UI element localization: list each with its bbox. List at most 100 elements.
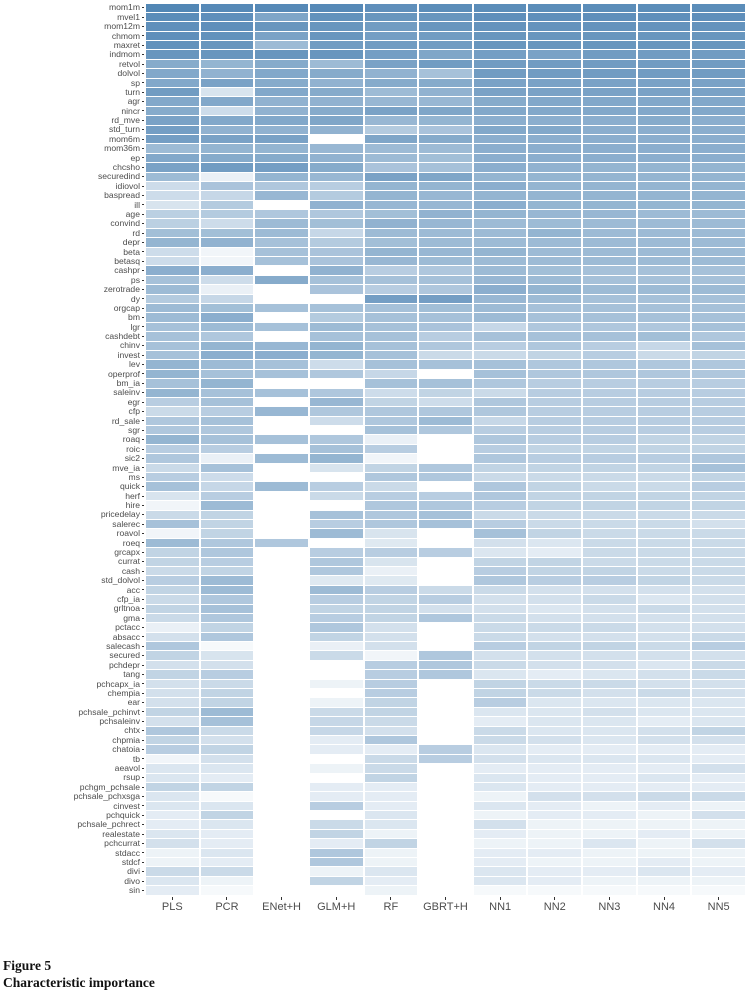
heatmap-cell xyxy=(692,88,745,97)
heatmap-cell xyxy=(364,435,418,444)
heatmap-cell xyxy=(146,266,199,275)
heatmap-cell xyxy=(583,88,636,97)
heatmap-cell xyxy=(583,257,636,266)
heatmap-cell xyxy=(255,585,308,595)
y-axis-tick xyxy=(141,110,144,112)
heatmap-cell xyxy=(419,576,472,585)
row-label: lev xyxy=(0,360,144,369)
heatmap-cell xyxy=(255,735,308,745)
heatmap-cell xyxy=(692,473,745,482)
heatmap-cell xyxy=(146,50,199,59)
row-label-text: chpmia xyxy=(112,734,140,745)
heatmap-cell xyxy=(255,792,308,801)
heatmap-cell xyxy=(583,360,636,369)
y-axis-tick xyxy=(141,514,144,516)
heatmap-cell xyxy=(146,510,199,519)
heatmap-cell xyxy=(419,50,472,59)
heatmap-cell xyxy=(200,163,254,172)
row-label: turn xyxy=(0,88,144,97)
heatmap-cell xyxy=(583,228,636,238)
row-label-text: zerotrade xyxy=(103,284,140,295)
heatmap-cell xyxy=(528,369,582,379)
heatmap-cell xyxy=(255,435,308,444)
y-axis-tick xyxy=(141,82,144,84)
heatmap-cell xyxy=(419,369,472,379)
heatmap-cell xyxy=(364,811,418,820)
heatmap-cell xyxy=(309,50,363,59)
y-axis-tick xyxy=(141,326,144,328)
row-label-text: mom12m xyxy=(104,21,140,32)
heatmap-cell xyxy=(200,134,254,144)
y-axis-tick xyxy=(141,833,144,835)
heatmap-cell xyxy=(146,247,199,257)
row-label: idiovol xyxy=(0,181,144,190)
heatmap-cell xyxy=(473,660,527,670)
y-axis-tick xyxy=(141,251,144,253)
heatmap-cell xyxy=(637,717,691,726)
heatmap-cell xyxy=(255,181,308,191)
heatmap-cell xyxy=(583,266,636,275)
heatmap-cell xyxy=(419,604,472,613)
heatmap-cell xyxy=(146,369,199,379)
row-label: cfp xyxy=(0,407,144,416)
heatmap-cell xyxy=(528,106,582,116)
heatmap-cell xyxy=(200,585,254,595)
heatmap-cell xyxy=(146,444,199,454)
heatmap-cell xyxy=(146,867,199,876)
row-label: rd xyxy=(0,228,144,237)
heatmap-cell xyxy=(473,538,527,548)
y-axis-tick xyxy=(141,683,144,685)
y-axis-tick xyxy=(141,580,144,582)
y-axis-tick xyxy=(141,354,144,356)
heatmap-cell xyxy=(255,97,308,106)
heatmap-cell xyxy=(637,538,691,548)
y-axis-tick xyxy=(141,626,144,628)
heatmap-cell xyxy=(146,811,199,820)
heatmap-cell xyxy=(364,3,418,12)
heatmap-cell xyxy=(473,350,527,360)
row-label: hire xyxy=(0,501,144,510)
heatmap-cell xyxy=(583,163,636,172)
heatmap-cell xyxy=(255,501,308,510)
heatmap-cell xyxy=(637,397,691,407)
x-axis-label: NN4 xyxy=(653,901,676,913)
heatmap-cell xyxy=(146,191,199,200)
heatmap-cell xyxy=(473,247,527,257)
heatmap-cell xyxy=(473,707,527,717)
heatmap-cell xyxy=(200,501,254,510)
heatmap-cell xyxy=(146,134,199,144)
y-axis-tick xyxy=(141,720,144,722)
heatmap-cell xyxy=(146,275,199,285)
heatmap-cell xyxy=(528,454,582,463)
heatmap-cell xyxy=(692,858,745,867)
heatmap-cell xyxy=(583,97,636,106)
heatmap-cell xyxy=(528,341,582,350)
heatmap-cell xyxy=(364,379,418,388)
heatmap-cell xyxy=(309,510,363,519)
heatmap-cell xyxy=(309,219,363,228)
heatmap-cell xyxy=(309,59,363,69)
heatmap-cell xyxy=(637,848,691,858)
heatmap-cell xyxy=(309,623,363,632)
heatmap-cell xyxy=(255,416,308,426)
heatmap-cell xyxy=(528,3,582,12)
heatmap-cell xyxy=(528,689,582,698)
heatmap-cell xyxy=(473,463,527,473)
heatmap-cell xyxy=(692,839,745,848)
y-axis-tick xyxy=(141,176,144,178)
heatmap-cell xyxy=(200,670,254,679)
heatmap-cell xyxy=(419,463,472,473)
heatmap-cell xyxy=(146,22,199,31)
heatmap-cell xyxy=(364,285,418,294)
heatmap-cell xyxy=(637,707,691,717)
heatmap-cell xyxy=(200,595,254,604)
heatmap-cell xyxy=(583,463,636,473)
heatmap-cell xyxy=(692,510,745,519)
heatmap-cell xyxy=(473,548,527,557)
heatmap-cell xyxy=(473,275,527,285)
heatmap-cell xyxy=(255,78,308,88)
heatmap-cell xyxy=(200,3,254,12)
heatmap-cell xyxy=(146,585,199,595)
heatmap-cell xyxy=(637,69,691,78)
heatmap-cell xyxy=(146,501,199,510)
